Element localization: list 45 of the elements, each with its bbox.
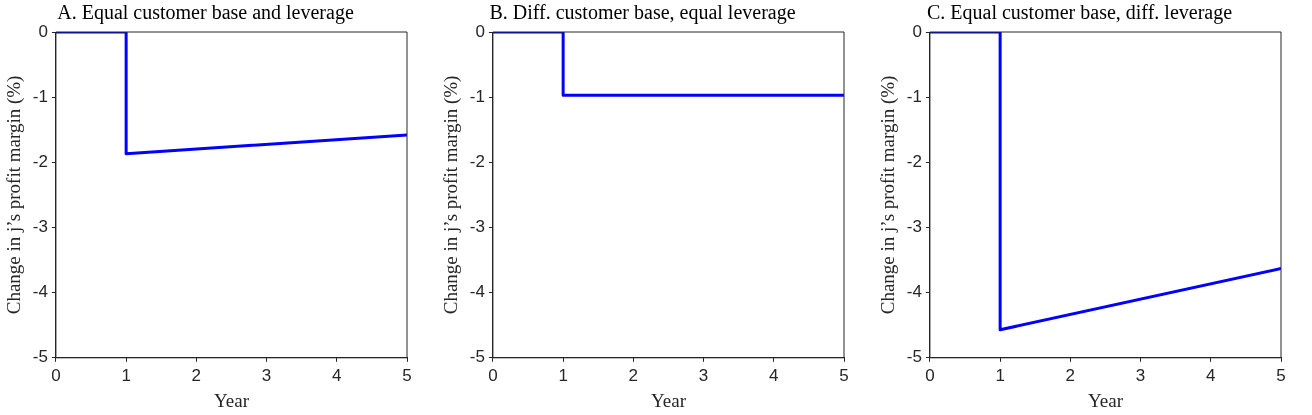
y-tick-label: -1 — [906, 86, 922, 106]
chart-title: C. Equal customer base, diff. leverage — [926, 1, 1233, 25]
y-axis-title: Change in j’s profit margin (%) — [440, 75, 463, 315]
x-tick-label: 3 — [261, 365, 272, 385]
y-tick-label: -5 — [32, 347, 48, 367]
x-axis-title: Year — [650, 389, 687, 411]
x-tick-label: 1 — [995, 365, 1005, 385]
y-tick-label: -3 — [32, 217, 48, 237]
y-tick-label: -2 — [32, 152, 48, 172]
y-axis-title: Change in j’s profit margin (%) — [3, 75, 26, 315]
y-tick-label: -3 — [469, 217, 485, 237]
x-tick-label: 0 — [51, 365, 61, 385]
y-tick-label: -1 — [469, 86, 485, 106]
y-axis-title: Change in j’s profit margin (%) — [877, 75, 900, 315]
x-tick-label: 0 — [488, 365, 498, 385]
x-tick-label: 4 — [1206, 365, 1216, 385]
y-tick-label: -5 — [906, 347, 922, 367]
y-tick-label: 0 — [912, 21, 922, 41]
chart-title: A. Equal customer base and leverage — [57, 1, 354, 25]
x-axis-title: Year — [213, 389, 250, 411]
chart-title: B. Diff. customer base, equal leverage — [489, 1, 796, 25]
x-tick-label: 1 — [558, 365, 568, 385]
x-axis-title: Year — [1087, 389, 1124, 411]
y-tick-label: -3 — [906, 217, 922, 237]
y-tick-label: -4 — [32, 282, 48, 302]
x-tick-label: 4 — [332, 365, 342, 385]
y-tick-label: -5 — [469, 347, 485, 367]
x-tick-label: 1 — [121, 365, 131, 385]
x-tick-label: 2 — [1065, 365, 1076, 385]
x-tick-label: 3 — [1135, 365, 1146, 385]
x-tick-label: 4 — [769, 365, 779, 385]
y-tick-label: -1 — [32, 86, 48, 106]
x-tick-label: 0 — [925, 365, 935, 385]
x-tick-label: 2 — [191, 365, 202, 385]
y-tick-label: -2 — [906, 152, 922, 172]
x-tick-label: 5 — [839, 365, 849, 385]
x-tick-label: 5 — [1276, 365, 1286, 385]
y-tick-label: 0 — [475, 21, 485, 41]
x-tick-label: 3 — [698, 365, 709, 385]
x-tick-label: 2 — [628, 365, 639, 385]
y-tick-label: -4 — [906, 282, 922, 302]
y-tick-label: -2 — [469, 152, 485, 172]
y-tick-label: 0 — [38, 21, 48, 41]
x-tick-label: 5 — [402, 365, 412, 385]
y-tick-label: -4 — [469, 282, 485, 302]
